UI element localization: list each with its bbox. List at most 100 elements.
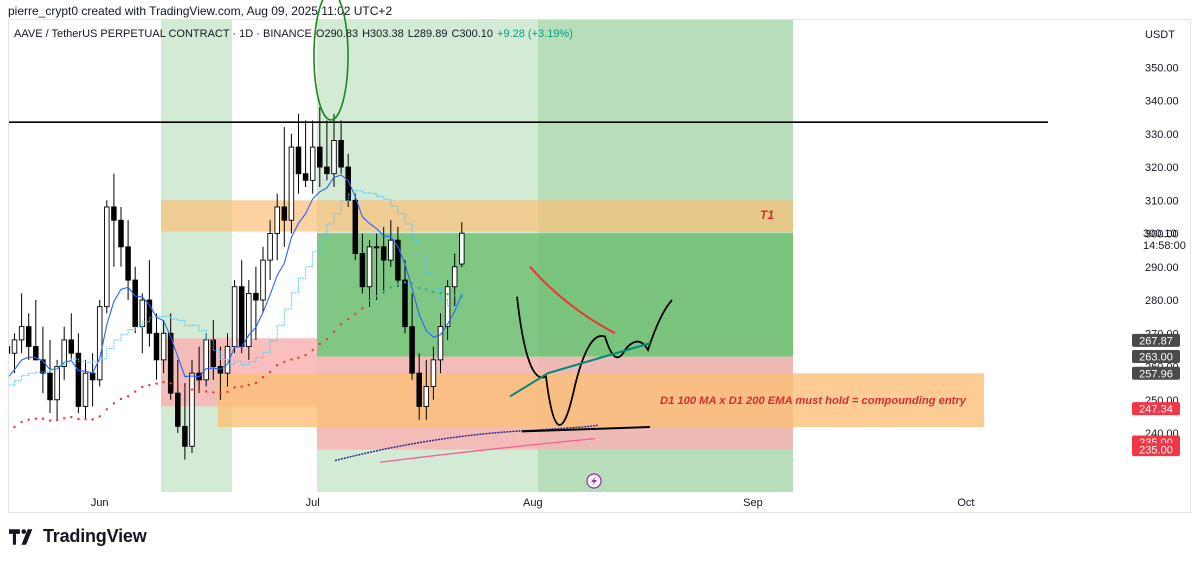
candle [82,359,89,420]
candle [302,120,309,187]
candle-body [253,292,259,301]
candle [75,333,82,414]
dotted-ma-point [375,294,378,298]
dotted-ma-point [283,360,286,364]
dotted-ma-point [0,434,1,436]
candle [430,346,437,400]
price-tag: 267.87 [1132,333,1180,347]
candle [9,346,11,354]
dotted-ma-point [403,281,407,284]
dotted-ma-point [304,354,307,357]
price-tag-box [1132,333,1180,347]
candle-body [132,279,138,328]
x-tick-label: Aug [523,497,543,509]
entry-zone [218,373,984,428]
currency-button[interactable]: USDT [1145,29,1175,41]
candle [231,280,238,354]
candle [451,253,458,307]
candle-body [388,239,394,261]
indicator-layer [0,174,598,463]
candle-body [89,372,96,381]
candle-body [309,146,316,181]
dotted-ma-point [247,383,250,387]
candle [47,339,53,414]
dotted-ma-point [382,290,385,293]
candle-body [437,326,444,361]
candle [309,120,316,194]
candle-body [217,366,224,374]
dotted-ma-point [219,391,222,395]
candle-body [146,299,153,334]
candle [182,383,188,460]
dotted-ma-point [41,417,45,420]
dotted-ma-point [112,402,116,405]
candle-body [11,339,18,354]
legend-close: C300.10 [451,28,494,40]
price-tag-label: 257.96 [1139,368,1173,380]
price-tag: 235.00 [1132,443,1180,457]
dotted-ma-point [425,288,428,291]
t1-label: T1 [760,208,774,222]
x-tick-label: Oct [957,497,974,509]
candle-body [281,206,288,221]
dotted-ma-point [77,417,80,421]
dotted-ma-point [290,358,293,361]
candle [395,226,401,287]
candle [175,359,181,433]
dotted-ma-point [197,389,201,393]
candle [366,240,373,307]
dotted-ma-point [176,383,179,387]
price-tag-box [1132,350,1180,364]
price-tag-box [1132,443,1180,457]
dotted-ma-point [162,380,165,384]
y-tick-label: 300.00 [1145,229,1179,241]
dotted-ma-point [446,292,449,296]
candle-body [96,306,103,381]
candle-body [9,346,11,354]
candle-body [373,246,380,249]
dotted-ma-point [6,430,8,432]
dotted-ma-point [354,312,357,316]
ma-blue-line [9,174,463,378]
candle [274,193,280,261]
candle [416,353,422,420]
dotted-ma-point [27,418,30,421]
dotted-ma-point [389,286,392,289]
chart-frame[interactable] [8,19,1191,513]
dotted-ma-point [318,342,321,346]
candle [111,173,117,267]
price-tag-label: 235.00 [1139,445,1173,457]
tradingview-logo[interactable]: TradingView [9,526,147,547]
candle [33,300,39,361]
dotted-ma-point [105,408,109,411]
dotted-ma-point [34,417,37,420]
dotted-ma-point [460,295,463,298]
candle-body [104,206,110,308]
dotted-ma-point [48,419,52,422]
dotted-ma-point [268,370,272,374]
candle [380,226,387,294]
candle [238,260,245,354]
dotted-ma-point [347,318,350,321]
candle [409,293,415,380]
candle-body [40,359,46,374]
dotted-ma-point [205,390,208,393]
dotted-ma-point [418,286,421,290]
candle [288,133,295,234]
candle-body [459,232,465,265]
candle-body [359,253,366,288]
dotted-ma-point [148,383,151,387]
dotted-ma-point [13,425,16,429]
candle-body [402,279,408,328]
candle-body [302,173,309,181]
green-circle-drawing [313,0,349,121]
candle [104,200,110,314]
dotted-ma-point [119,397,123,401]
candle-body [47,372,53,401]
legend-change: +9.28 (+3.19%) [497,28,573,40]
candle-body [430,359,437,387]
y-tick-label: 280.00 [1145,295,1179,307]
candle [61,326,67,380]
candle [203,333,209,387]
